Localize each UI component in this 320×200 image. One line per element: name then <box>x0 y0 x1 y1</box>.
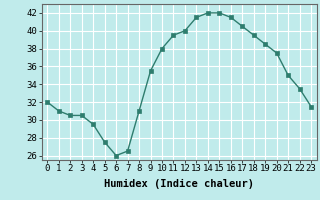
X-axis label: Humidex (Indice chaleur): Humidex (Indice chaleur) <box>104 179 254 189</box>
